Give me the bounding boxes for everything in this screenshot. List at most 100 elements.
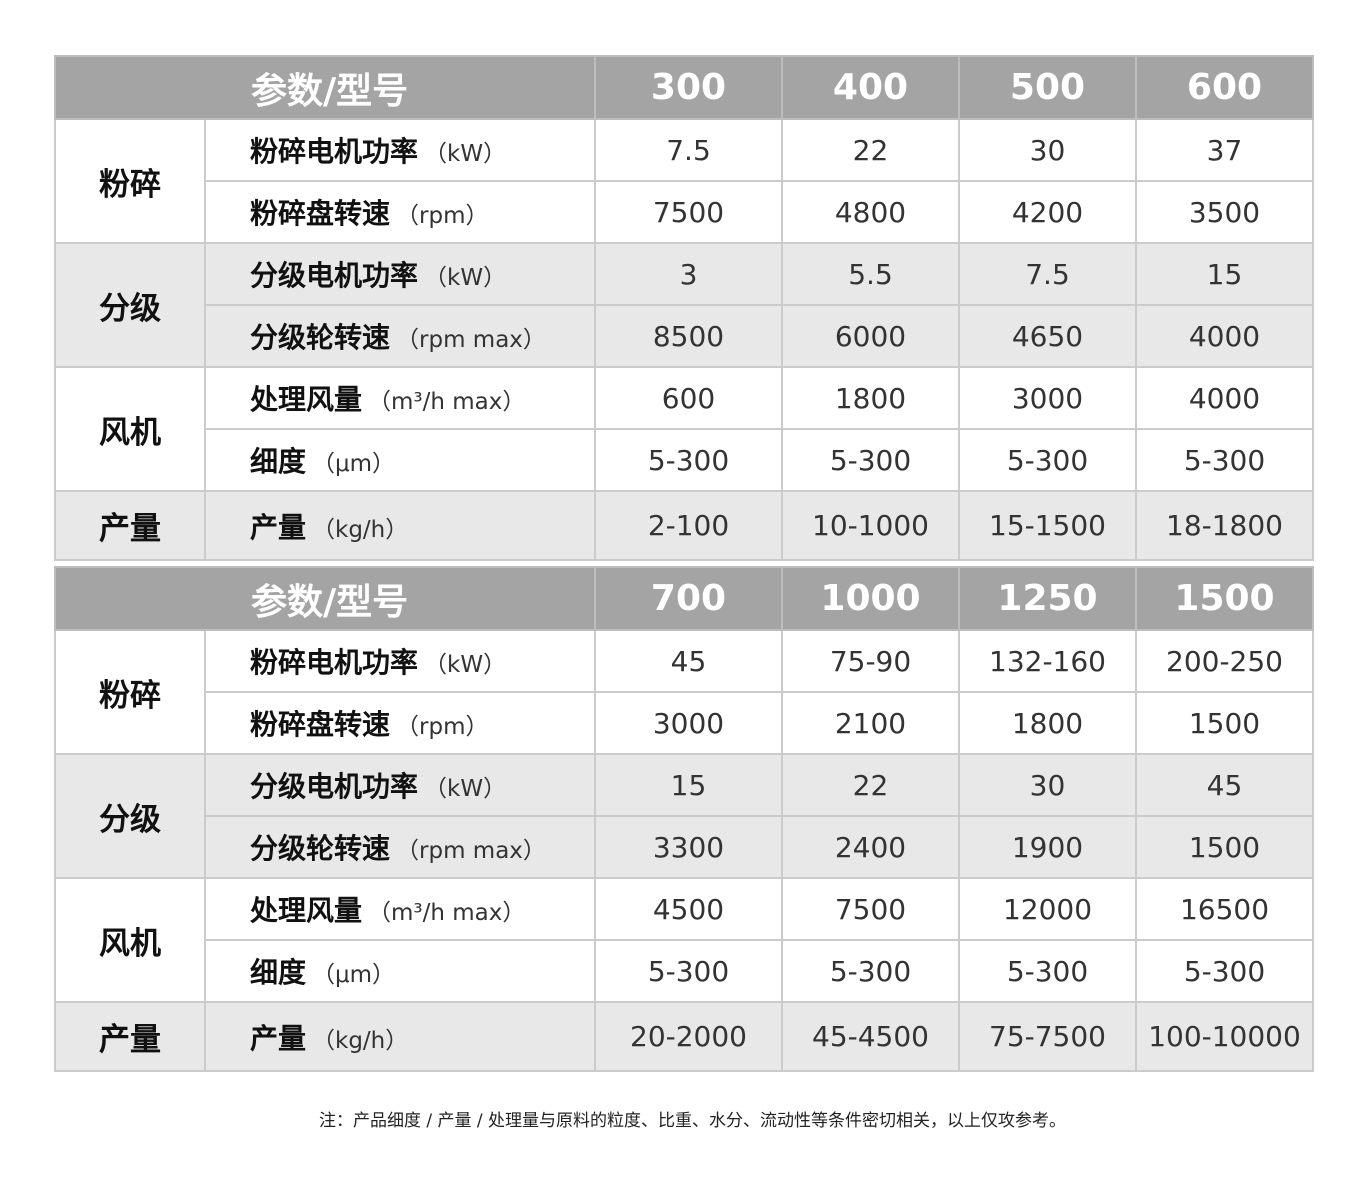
param-cell: 处理风量 （m³/h max） bbox=[204, 366, 596, 430]
param-unit: （rpm） bbox=[396, 714, 489, 740]
value-cell: 18-1800 bbox=[1135, 490, 1314, 561]
group-label: 风机 bbox=[54, 877, 206, 1003]
value-cell: 1900 bbox=[958, 815, 1137, 879]
value-cell: 37 bbox=[1135, 118, 1314, 182]
param-cell: 细度 （μm） bbox=[204, 428, 596, 492]
model-header: 400 bbox=[781, 55, 960, 120]
param-unit: （kW） bbox=[424, 652, 507, 678]
value-cell: 600 bbox=[594, 366, 783, 430]
value-cell: 10-1000 bbox=[781, 490, 960, 561]
group-label: 粉碎 bbox=[54, 118, 206, 244]
value-cell: 1500 bbox=[1135, 815, 1314, 879]
table-row: 粉碎盘转速 （rpm） 7500 4800 4200 3500 bbox=[55, 180, 1314, 244]
param-label: 细度 bbox=[250, 445, 307, 478]
value-cell: 5-300 bbox=[781, 428, 960, 492]
value-cell: 7500 bbox=[781, 877, 960, 941]
value-cell: 2100 bbox=[781, 691, 960, 755]
param-cell: 分级电机功率 （kW） bbox=[204, 242, 596, 306]
param-label: 粉碎电机功率 bbox=[250, 135, 419, 168]
spec-table-2: 参数/型号 700 1000 1250 1500 粉碎 粉碎电机功率 （kW） 45 75-90 1… bbox=[54, 566, 1314, 1072]
value-cell: 1800 bbox=[958, 691, 1137, 755]
value-cell: 75-90 bbox=[781, 629, 960, 693]
param-label: 处理风量 bbox=[250, 894, 363, 927]
header-label: 参数/型号 bbox=[54, 55, 596, 120]
table-row: 分级 分级电机功率 （kW） 15 22 30 45 bbox=[54, 753, 1314, 879]
model-header: 1250 bbox=[958, 566, 1137, 631]
param-unit: （kW） bbox=[424, 265, 507, 291]
value-cell: 45-4500 bbox=[781, 1001, 960, 1072]
group-label: 粉碎 bbox=[54, 629, 206, 755]
param-cell: 粉碎电机功率 （kW） bbox=[204, 118, 596, 182]
table-row: 粉碎 粉碎电机功率 （kW） 45 75-90 132-160 200-250 bbox=[54, 629, 1314, 755]
param-unit: （rpm max） bbox=[396, 838, 546, 864]
param-cell: 分级电机功率 （kW） bbox=[204, 753, 596, 817]
table-row: 风机 处理风量 （m³/h max） 600 1800 3000 4000 bbox=[54, 366, 1314, 492]
param-cell: 粉碎盘转速 （rpm） bbox=[204, 180, 596, 244]
model-header: 300 bbox=[594, 55, 783, 120]
value-cell: 30 bbox=[958, 118, 1137, 182]
param-unit: （m³/h max） bbox=[368, 389, 526, 415]
value-cell: 15 bbox=[1135, 242, 1314, 306]
value-cell: 3 bbox=[594, 242, 783, 306]
param-label: 处理风量 bbox=[250, 383, 363, 416]
param-unit: （kg/h） bbox=[312, 1027, 409, 1054]
value-cell: 3000 bbox=[958, 366, 1137, 430]
param-cell: 分级轮转速 （rpm max） bbox=[204, 815, 596, 879]
value-cell: 22 bbox=[781, 753, 960, 817]
param-cell: 粉碎盘转速 （rpm） bbox=[204, 691, 596, 755]
value-cell: 1800 bbox=[781, 366, 960, 430]
value-cell: 5-300 bbox=[1135, 428, 1314, 492]
value-cell: 20-2000 bbox=[594, 1001, 783, 1072]
group-label: 产量 bbox=[54, 490, 206, 561]
table-row: 分级 分级电机功率 （kW） 3 5.5 7.5 15 bbox=[54, 242, 1314, 368]
model-header: 600 bbox=[1135, 55, 1314, 120]
value-cell: 7500 bbox=[594, 180, 783, 244]
spec-table-1: 参数/型号 300 400 500 600 粉碎 粉碎电机功率 （kW） 7.5 22 30 37 粉碎… bbox=[54, 55, 1314, 561]
param-unit: （kW） bbox=[424, 776, 507, 802]
value-cell: 5-300 bbox=[958, 428, 1137, 492]
value-cell: 100-10000 bbox=[1135, 1001, 1314, 1072]
value-cell: 5-300 bbox=[1135, 939, 1314, 1003]
group-label: 分级 bbox=[54, 753, 206, 879]
model-header: 500 bbox=[958, 55, 1137, 120]
value-cell: 3000 bbox=[594, 691, 783, 755]
value-cell: 8500 bbox=[594, 304, 783, 368]
group-label: 产量 bbox=[54, 1001, 206, 1072]
param-cell: 产量 （kg/h） bbox=[204, 1001, 596, 1072]
param-label: 粉碎电机功率 bbox=[250, 646, 419, 679]
table-row: 粉碎盘转速 （rpm） 3000 2100 1800 1500 bbox=[55, 691, 1314, 755]
table-row: 分级轮转速 （rpm max） 3300 2400 1900 1500 bbox=[55, 815, 1314, 879]
header-label: 参数/型号 bbox=[54, 566, 596, 631]
param-unit: （rpm max） bbox=[396, 327, 546, 353]
param-cell: 粉碎电机功率 （kW） bbox=[204, 629, 596, 693]
header-row: 参数/型号 700 1000 1250 1500 bbox=[54, 566, 1314, 631]
value-cell: 75-7500 bbox=[958, 1001, 1137, 1072]
value-cell: 5-300 bbox=[958, 939, 1137, 1003]
value-cell: 4500 bbox=[594, 877, 783, 941]
value-cell: 3300 bbox=[594, 815, 783, 879]
table-row: 分级轮转速 （rpm max） 8500 6000 4650 4000 bbox=[55, 304, 1314, 368]
value-cell: 12000 bbox=[958, 877, 1137, 941]
param-label: 粉碎盘转速 bbox=[250, 197, 391, 230]
value-cell: 1500 bbox=[1135, 691, 1314, 755]
header-row: 参数/型号 300 400 500 600 bbox=[54, 55, 1314, 120]
value-cell: 132-160 bbox=[958, 629, 1137, 693]
param-label: 粉碎盘转速 bbox=[250, 708, 391, 741]
value-cell: 5-300 bbox=[594, 939, 783, 1003]
value-cell: 200-250 bbox=[1135, 629, 1314, 693]
model-header: 700 bbox=[594, 566, 783, 631]
param-label: 产量 bbox=[250, 1021, 307, 1055]
value-cell: 4200 bbox=[958, 180, 1137, 244]
param-unit: （m³/h max） bbox=[368, 900, 526, 926]
value-cell: 4800 bbox=[781, 180, 960, 244]
param-cell: 分级轮转速 （rpm max） bbox=[204, 304, 596, 368]
value-cell: 4650 bbox=[958, 304, 1137, 368]
value-cell: 15-1500 bbox=[958, 490, 1137, 561]
group-label: 风机 bbox=[54, 366, 206, 492]
value-cell: 4000 bbox=[1135, 304, 1314, 368]
value-cell: 3500 bbox=[1135, 180, 1314, 244]
table-row: 细度 （μm） 5-300 5-300 5-300 5-300 bbox=[55, 939, 1314, 1003]
table-row: 风机 处理风量 （m³/h max） 4500 7500 12000 16500 bbox=[54, 877, 1314, 1003]
param-unit: （kg/h） bbox=[312, 516, 409, 543]
table-row: 粉碎 粉碎电机功率 （kW） 7.5 22 30 37 bbox=[54, 118, 1314, 244]
